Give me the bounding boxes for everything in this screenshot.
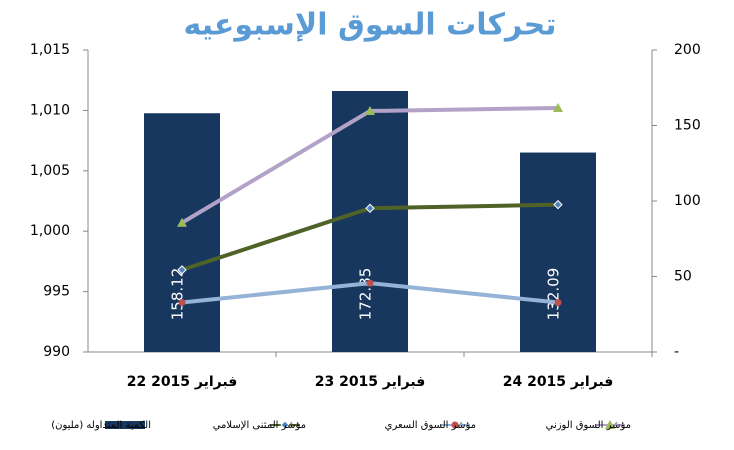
bar [520,152,596,352]
x-tick-label: 22 فبراير 2015 [127,374,238,390]
y2-tick-label: 100 [674,193,701,209]
y-tick-label: 990 [43,344,70,360]
y-tick-label: 1,010 [30,102,70,118]
x-tick-label: 23 فبراير 2015 [315,374,426,390]
legend-label: مؤشر السوق السعري [385,420,476,431]
marker [553,199,563,210]
y-tick-label: 1,000 [30,223,70,239]
y2-tick-label: 50 [674,269,692,285]
chart-title: تحركات السوق الإسبوعيه [183,8,556,43]
marker [451,421,459,429]
value-label: 132.09 [545,268,563,321]
legend-label: مؤشر المثنى الإسلامي [213,420,306,431]
marker [178,298,186,306]
value-label: 172.85 [357,268,375,321]
marker [554,298,562,306]
y2-tick-label: 200 [674,42,701,58]
marker [280,420,290,430]
bar [332,90,408,353]
bar [144,113,220,352]
x-tick-label: 24 فبراير 2015 [503,374,614,390]
marker [553,102,563,112]
value-label: 158.12 [169,268,187,321]
marker [605,420,615,429]
marker [365,203,375,213]
marker [177,265,187,275]
y2-tick-label: 150 [674,118,701,134]
legend-label: مؤشر السوق الوزني [546,420,631,431]
y2-tick-label: - [674,344,679,360]
y-tick-label: 995 [43,284,70,300]
marker [365,106,375,116]
marker [177,217,187,227]
legend-label: الكمية المتداوله (مليون) [51,420,151,431]
marker [366,279,374,287]
y-tick-label: 1,015 [30,42,70,58]
y-tick-label: 1,005 [30,163,70,179]
legend-swatch [105,421,145,429]
